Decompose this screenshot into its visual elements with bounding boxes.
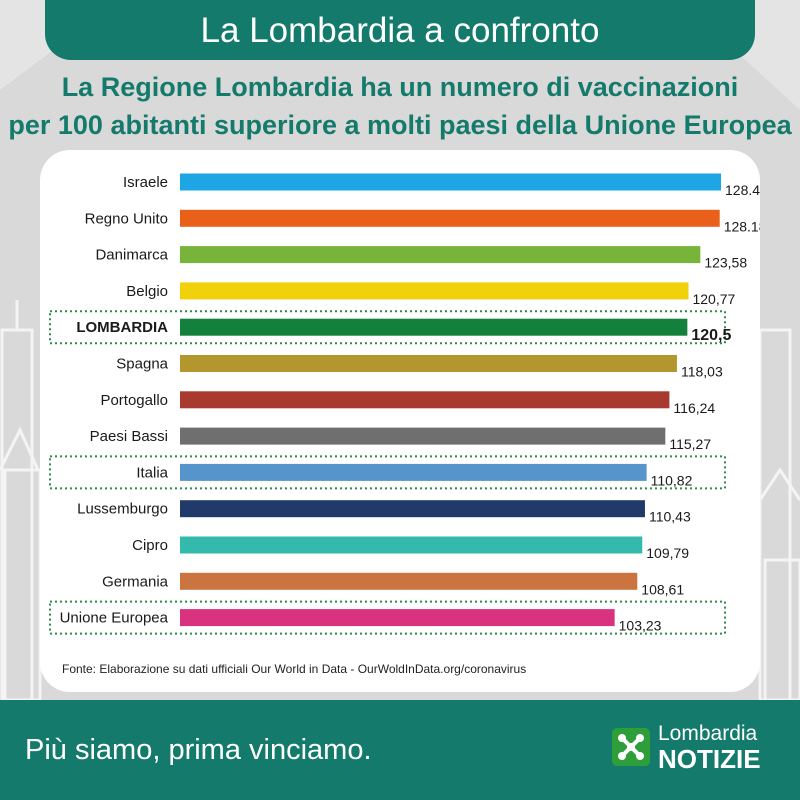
highlight-box-lombardia: [49, 310, 726, 345]
footer-slogan: Più siamo, prima vinciamo.: [25, 734, 372, 766]
bar-portogallo: [180, 391, 670, 409]
value-label: 120,77: [692, 291, 735, 307]
bar-lussemburgo: [180, 500, 645, 518]
category-label: Danimarca: [95, 247, 168, 264]
bar-spagna: [180, 355, 677, 372]
category-label: Spagna: [116, 356, 168, 373]
category-label: Italia: [136, 464, 168, 481]
value-label: 103,23: [619, 618, 662, 634]
bar-israele: [180, 173, 721, 191]
highlight-box-unione-europea: [49, 600, 726, 635]
value-label: 128.49: [725, 182, 760, 198]
bar-germania: [180, 572, 638, 590]
lombardia-notizie-logo: Lombardia NOTIZIE: [612, 722, 782, 778]
logo-text-bottom: NOTIZIE: [658, 744, 761, 774]
bar-chart: Israele 128.49 Regno Unito 128.18 Danimarca 1…: [49, 173, 760, 635]
value-label: 110,43: [649, 509, 691, 525]
source-note: Fonte: Elaborazione su dati ufficiali Ou…: [62, 662, 527, 676]
bar-lombardia: [180, 318, 688, 336]
footer-bar: Più siamo, prima vinciamo. Lombardia NOT…: [0, 700, 800, 800]
bar-unione-europea: [180, 609, 615, 627]
bar-regno-unito: [180, 209, 720, 227]
subtitle-line-1: La Regione Lombardia ha un numero di vac…: [61, 72, 739, 102]
page-title: La Lombardia a confronto: [200, 11, 600, 50]
category-label: Cipro: [132, 537, 168, 554]
subtitle-line-2: per 100 abitanti superiore a molti paesi…: [8, 110, 792, 140]
logo-text-top: Lombardia: [658, 722, 758, 745]
category-label: Regno Unito: [85, 210, 168, 227]
value-label: 116,24: [673, 400, 715, 416]
category-label: Belgio: [126, 283, 168, 300]
value-label: 123,58: [704, 255, 747, 271]
value-label: 109,79: [646, 545, 689, 561]
bar-danimarca: [180, 246, 701, 264]
value-label: 128.18: [724, 218, 760, 234]
logo-icon: [612, 728, 650, 766]
header-banner: La Lombardia a confronto: [45, 0, 755, 60]
value-label: 120,5: [691, 327, 731, 344]
bar-italia: [180, 463, 647, 481]
value-label: 115,27: [669, 436, 711, 452]
value-label: 118,03: [681, 364, 723, 380]
chart-card: Israele 128.49 Regno Unito 128.18 Danimarca 1…: [40, 150, 760, 692]
bar-cipro: [180, 536, 643, 554]
category-label: Portogallo: [100, 392, 168, 409]
category-label: Germania: [102, 573, 169, 590]
bar-belgio: [180, 282, 689, 300]
category-label: LOMBARDIA: [76, 319, 168, 336]
bar-paesi-bassi: [180, 427, 666, 445]
highlight-box-italia: [49, 455, 726, 490]
category-label: Paesi Bassi: [90, 428, 168, 445]
category-label: Israele: [123, 174, 168, 191]
chart-subtitle: La Regione Lombardia ha un numero di vac…: [0, 68, 800, 144]
category-label: Unione Europea: [60, 610, 169, 627]
value-label: 108,61: [641, 581, 684, 597]
value-label: 110,82: [651, 472, 693, 488]
category-label: Lussemburgo: [77, 501, 168, 518]
